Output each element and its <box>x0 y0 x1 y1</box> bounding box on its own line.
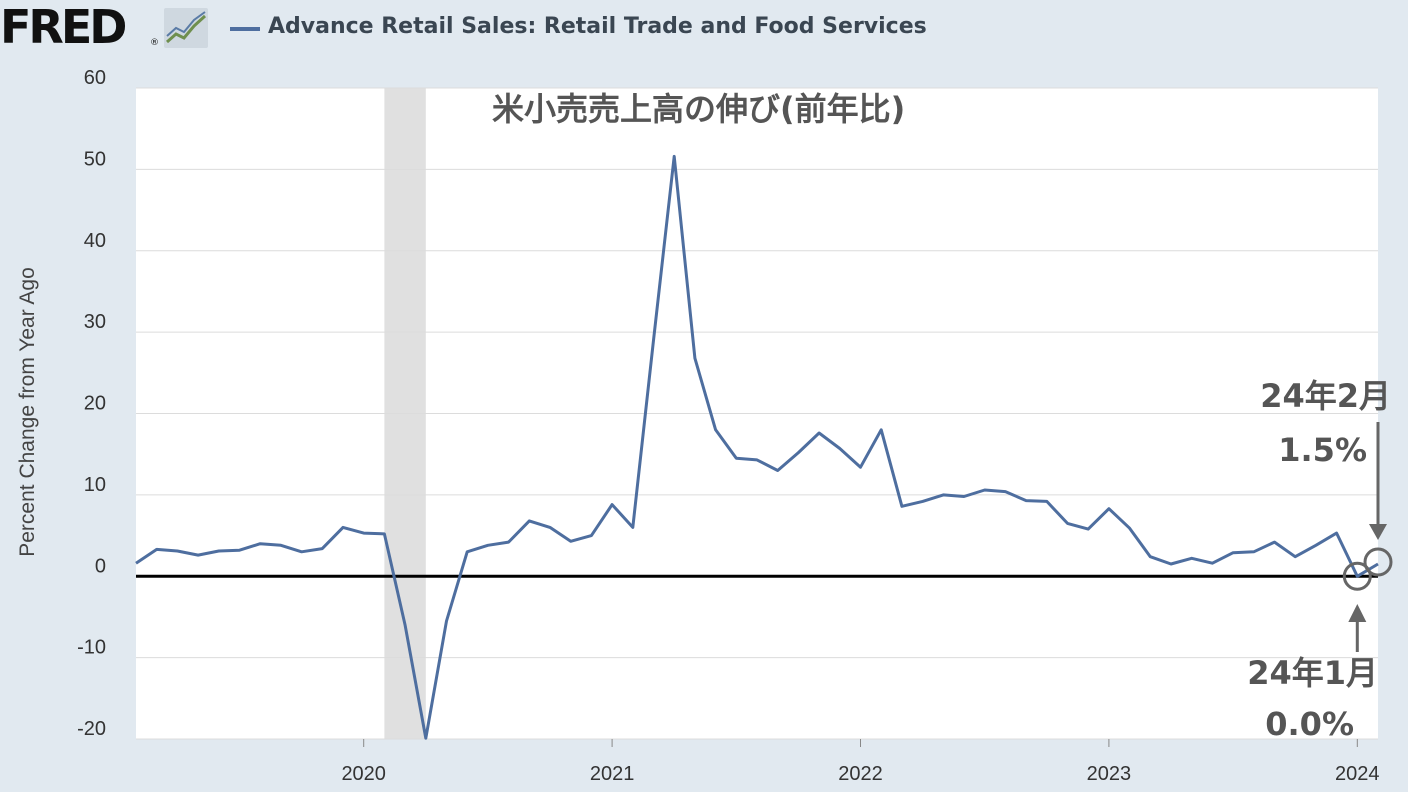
series-points <box>135 156 1379 739</box>
y-tick-label: 10 <box>84 474 106 496</box>
y-tick-labels: 60 50 40 30 20 10 0 -10 -20 <box>77 67 106 740</box>
x-tick-label: 2020 <box>341 763 386 785</box>
jan-annotation-date: 24年1月 <box>1247 654 1378 692</box>
series-line[interactable] <box>135 154 1379 740</box>
y-tick-label: 20 <box>84 393 106 415</box>
feb-marker-circle <box>1363 547 1393 577</box>
chart-title: 米小売売上高の伸び(前年比) <box>492 90 905 128</box>
legend-swatch <box>230 27 260 31</box>
y-axis-label: Percent Change from Year Ago <box>16 267 39 557</box>
y-tick-label: 30 <box>84 311 106 333</box>
x-tick-label: 2021 <box>590 763 635 785</box>
x-tick-label: 2022 <box>838 763 883 785</box>
registered-mark: ® <box>150 38 159 48</box>
x-tick-labels: 2020 2021 2022 2023 2024 <box>341 739 1380 785</box>
jan-annotation-value: 0.0% <box>1265 705 1354 743</box>
x-tick-label: 2023 <box>1087 763 1132 785</box>
y-tick-label: -20 <box>77 718 106 740</box>
header: FRED ® Advance Retail Sales: Retail Trad… <box>0 0 1408 60</box>
y-tick-label: -10 <box>77 637 106 659</box>
fred-logo[interactable]: FRED <box>0 0 127 54</box>
feb-arrow-head <box>1369 524 1387 540</box>
y-tick-label: 50 <box>84 148 106 170</box>
jan-arrow-head <box>1348 604 1367 622</box>
feb-annotation-date: 24年2月 <box>1260 377 1391 415</box>
y-tick-label: 60 <box>84 67 106 89</box>
feb-annotation-value: 1.5% <box>1278 431 1367 469</box>
y-tick-label: 40 <box>84 230 106 252</box>
annotations: 24年2月 1.5% 24年1月 0.0% <box>1247 377 1393 743</box>
line-chart-icon <box>164 8 208 48</box>
y-tick-label: 0 <box>95 555 106 577</box>
x-tick-label: 2024 <box>1335 763 1380 785</box>
jan-marker-circle <box>1342 561 1372 591</box>
legend-label: Advance Retail Sales: Retail Trade and F… <box>268 14 927 39</box>
